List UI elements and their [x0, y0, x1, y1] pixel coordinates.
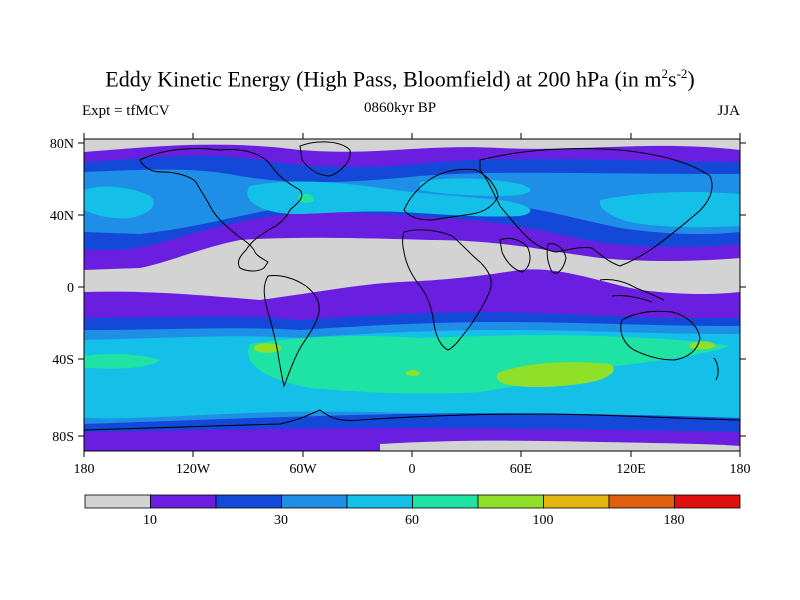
sh-green-band [248, 335, 731, 394]
colorbar-label: 10 [143, 513, 157, 528]
colorbar-box [674, 494, 741, 509]
coast-africa [402, 229, 492, 351]
nh-cyan-atlantic [247, 181, 531, 217]
sh-core-atlantic [254, 343, 282, 353]
title-sup-1: 2 [661, 66, 669, 81]
x-tick-label: 180 [74, 462, 95, 477]
colorbar [84, 494, 741, 509]
coast-north-america [139, 148, 303, 272]
y-tick-label: 0 [67, 281, 74, 296]
x-tick-label: 60E [510, 462, 533, 477]
colorbar-box [346, 494, 413, 509]
coastlines [84, 141, 740, 431]
colorbar-label: 30 [274, 513, 288, 528]
coast-arabia-india [499, 237, 567, 274]
coast-indonesia [599, 279, 665, 303]
coast-antarctica [84, 409, 740, 431]
y-tick-labels: 80N 40N 0 40S 80S [50, 137, 74, 445]
period-label: 0860kyr BP [363, 100, 437, 116]
nh-cyan-pacific [84, 186, 154, 219]
x-tick-label: 0 [409, 462, 416, 477]
colorbar-label: 180 [664, 513, 685, 528]
x-tick-label: 180 [730, 462, 751, 477]
nh-lightblue-band [84, 169, 740, 235]
colorbar-box [608, 494, 675, 509]
colorbar-label: 60 [405, 513, 419, 528]
colorbar-labels: 10 30 60 100 180 [143, 513, 685, 528]
coast-asia [479, 147, 713, 267]
x-tick-marks [83, 133, 741, 457]
title-mid: s [668, 66, 677, 92]
colorbar-box [412, 494, 479, 509]
y-tick-label: 80S [52, 430, 74, 445]
x-tick-label: 60W [289, 462, 317, 477]
title-text: Eddy Kinetic Energy (High Pass, Bloomfie… [105, 66, 662, 92]
coast-australia [620, 310, 701, 361]
coast-europe [403, 168, 499, 221]
coast-south-america [263, 275, 320, 388]
y-tick-label: 80N [50, 137, 74, 152]
colorbar-box [543, 494, 610, 509]
contour-field [84, 139, 740, 451]
title-end: ) [687, 66, 695, 92]
y-tick-marks [78, 142, 746, 437]
nh-cyan-asia [420, 178, 531, 196]
x-tick-label: 120E [616, 462, 646, 477]
x-tick-label: 120W [176, 462, 211, 477]
coast-new-zealand [713, 357, 719, 381]
sh-green-west [84, 353, 160, 369]
colorbar-box [150, 494, 217, 509]
y-tick-label: 40N [50, 209, 74, 224]
season-label: JJA [717, 103, 740, 119]
sh-core-small [406, 370, 420, 376]
colorbar-box [215, 494, 282, 509]
title-sup-2: -2 [676, 66, 688, 81]
x-tick-labels: 180 120W 60W 0 60E 120E 180 [74, 462, 751, 477]
coast-greenland [299, 141, 351, 177]
y-tick-label: 40S [52, 353, 74, 368]
colorbar-box [84, 494, 151, 509]
nh-cyan-westpacific [599, 192, 740, 228]
antarctic-grey [380, 440, 740, 451]
colorbar-label: 100 [533, 513, 554, 528]
sh-core-indian [496, 362, 614, 387]
colorbar-box [477, 494, 544, 509]
colorbar-box [281, 494, 348, 509]
experiment-label: Expt = tfMCV [82, 103, 170, 119]
chart-title: Eddy Kinetic Energy (High Pass, Bloomfie… [0, 66, 800, 92]
